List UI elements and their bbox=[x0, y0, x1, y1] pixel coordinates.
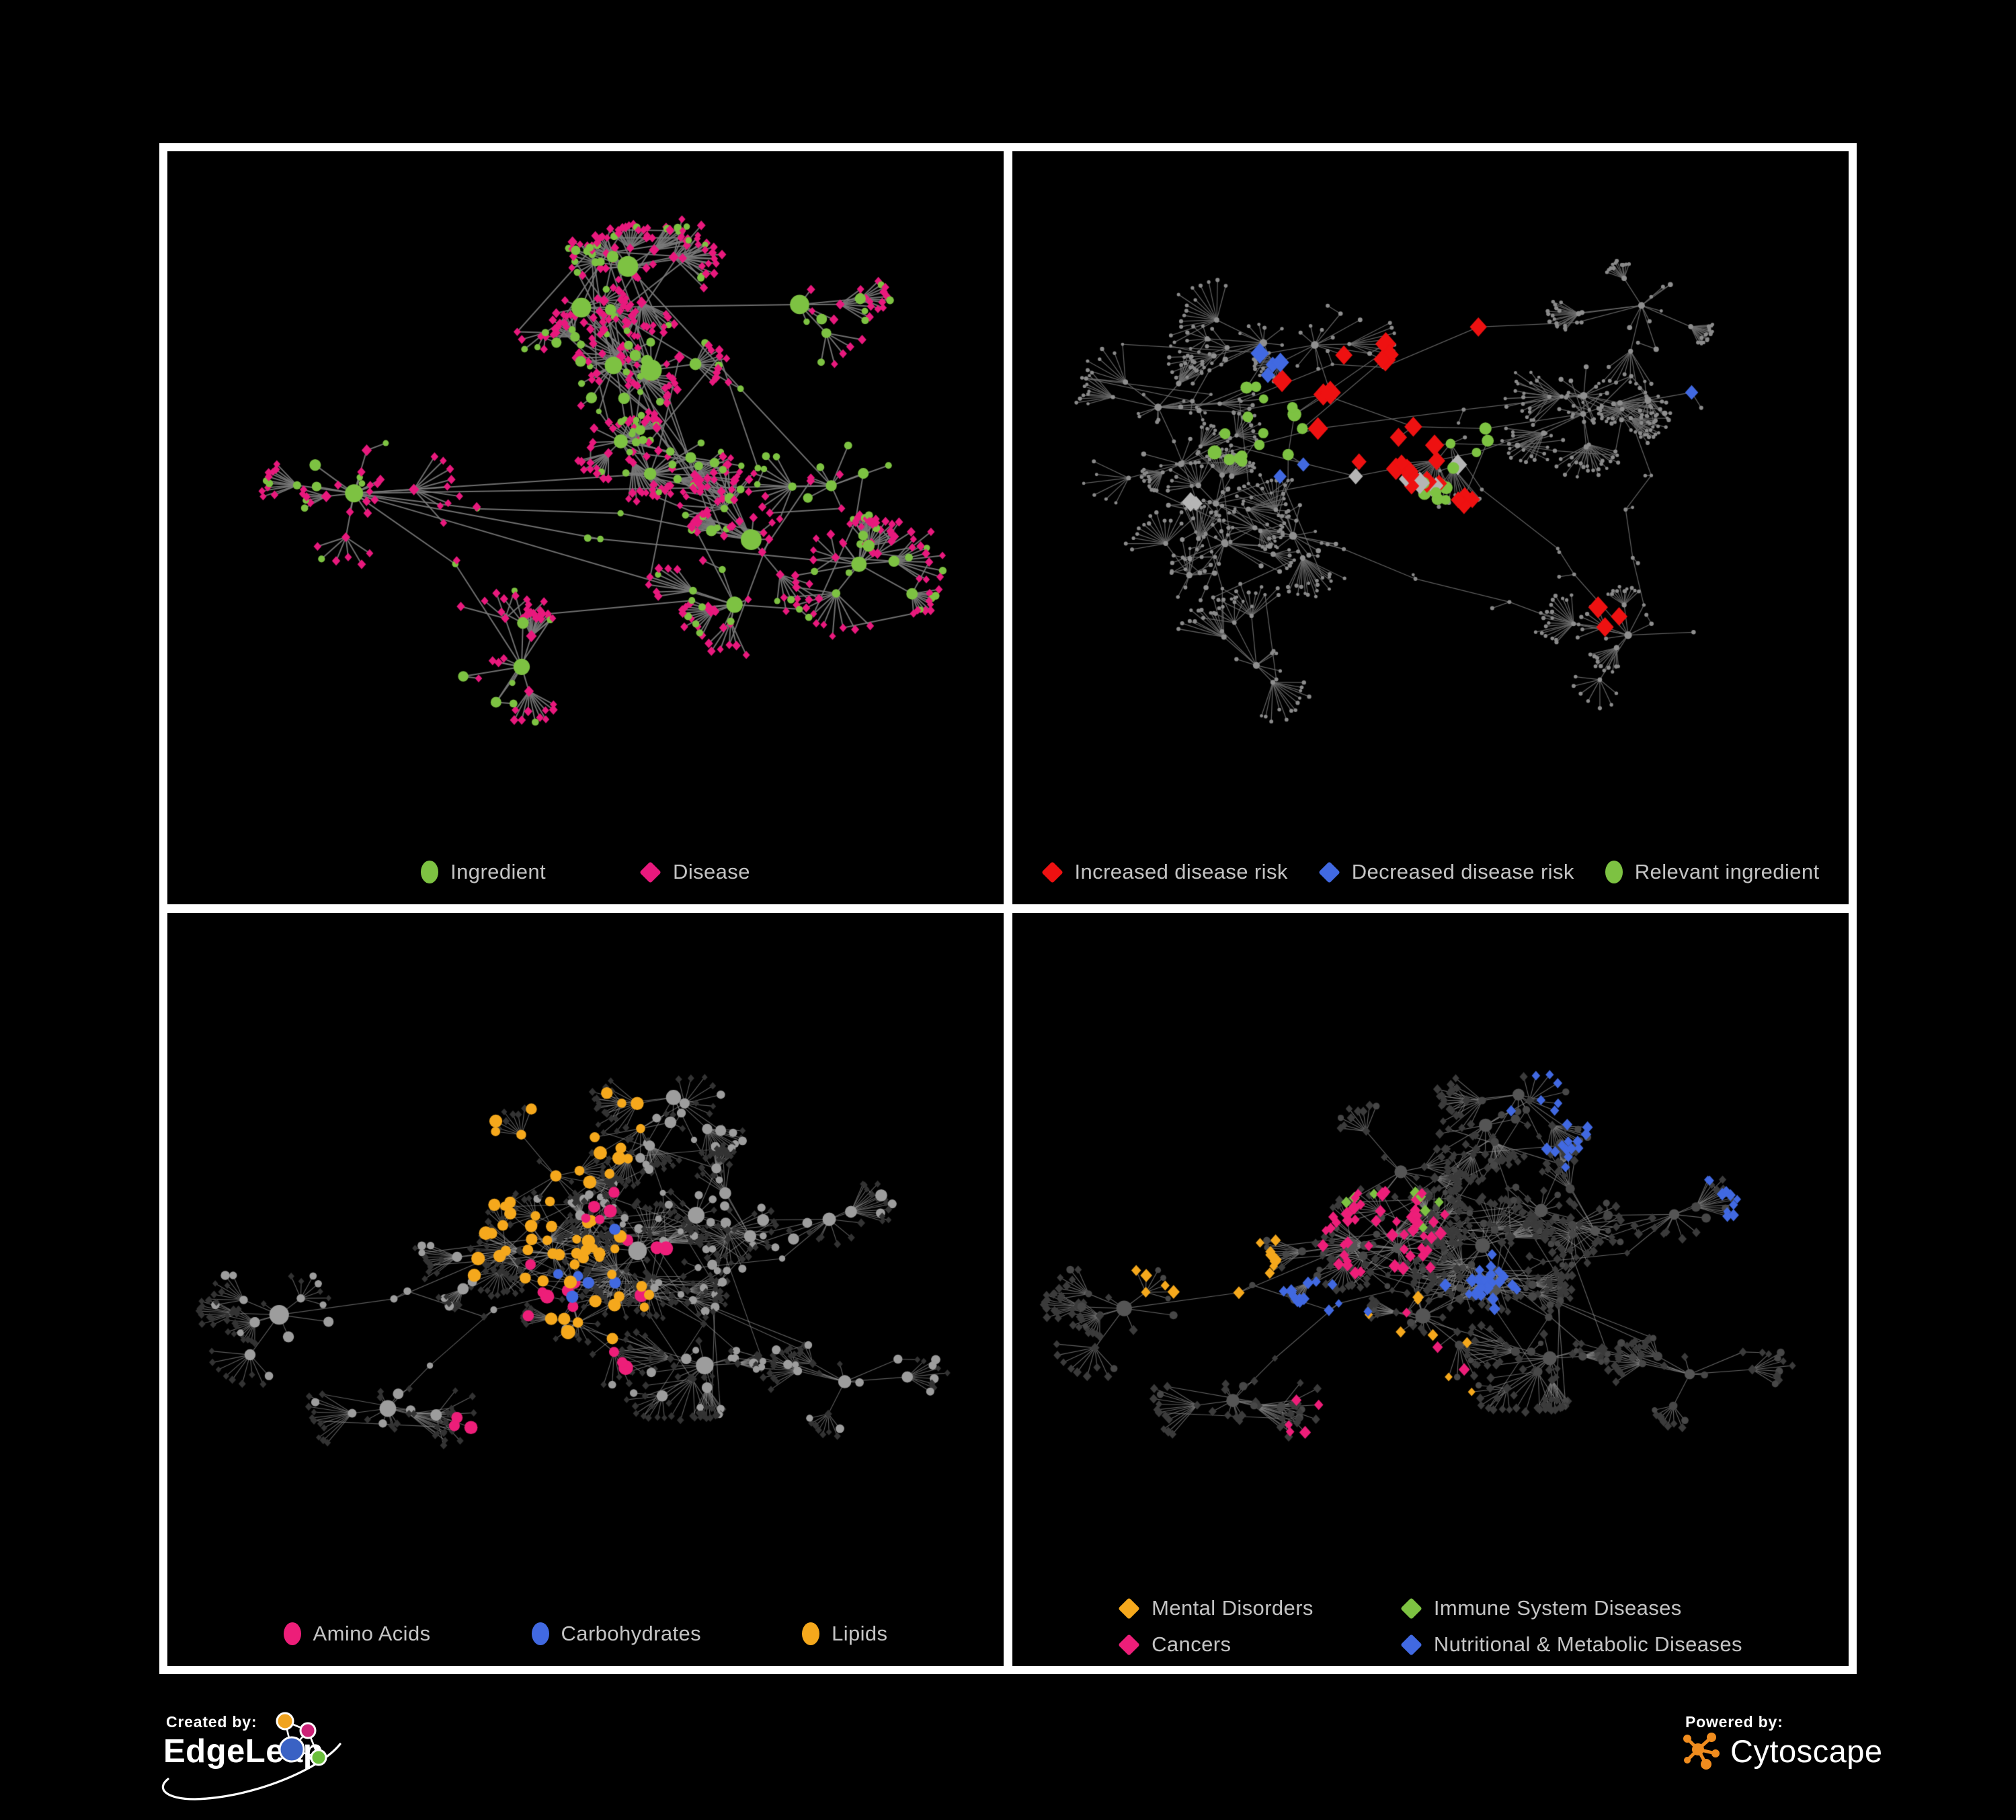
powered-by-label: Powered by: bbox=[1685, 1713, 1783, 1731]
panel-ingredient-disease: Ingredient Disease bbox=[167, 151, 1004, 904]
legend-item: Carbohydrates bbox=[531, 1622, 702, 1646]
legend-label: Cancers bbox=[1152, 1632, 1232, 1656]
panel-disease-categories: Mental Disorders Immune System Diseases Ca… bbox=[1012, 913, 1849, 1666]
circle-swatch-icon bbox=[283, 1622, 301, 1645]
legend-label: Relevant ingredient bbox=[1634, 860, 1820, 883]
diamond-swatch-icon bbox=[1400, 1633, 1422, 1656]
legend-item: Amino Acids bbox=[283, 1622, 431, 1646]
legend-label: Disease bbox=[673, 860, 750, 883]
circle-swatch-icon bbox=[1605, 861, 1623, 883]
diamond-swatch-icon bbox=[639, 861, 661, 883]
legend-item: Increased disease risk bbox=[1041, 860, 1288, 884]
panel-disease-risk: Increased disease risk Decreased disease … bbox=[1012, 151, 1849, 904]
diamond-swatch-icon bbox=[1118, 1597, 1140, 1620]
legend-ingredient-disease: Ingredient Disease bbox=[167, 860, 1004, 884]
network-graph-nutrients bbox=[167, 913, 1004, 1591]
circle-swatch-icon bbox=[421, 861, 439, 883]
legend-item: Cancers bbox=[1118, 1632, 1314, 1657]
diamond-swatch-icon bbox=[1400, 1597, 1422, 1620]
legend-item: Decreased disease risk bbox=[1318, 860, 1574, 884]
cytoscape-icon bbox=[1683, 1733, 1720, 1770]
legend-label: Increased disease risk bbox=[1074, 860, 1288, 883]
network-graph-disease-categories bbox=[1012, 913, 1849, 1580]
cytoscape-wordmark: Cytoscape bbox=[1730, 1733, 1883, 1769]
circle-swatch-icon bbox=[531, 1622, 549, 1645]
legend-label: Ingredient bbox=[450, 860, 547, 883]
legend-item: Relevant ingredient bbox=[1605, 860, 1820, 884]
legend-label: Lipids bbox=[832, 1622, 888, 1645]
legend-label: Amino Acids bbox=[313, 1622, 431, 1645]
panel-nutrients: Amino Acids Carbohydrates Lipids bbox=[167, 913, 1004, 1666]
edgeleap-network-icon bbox=[276, 1712, 327, 1766]
created-by-label: Created by: bbox=[166, 1713, 257, 1731]
legend-label: Decreased disease risk bbox=[1351, 860, 1574, 883]
legend-label: Carbohydrates bbox=[561, 1622, 702, 1645]
legend-item: Immune System Diseases bbox=[1400, 1596, 1742, 1620]
legend-disease-categories: Mental Disorders Immune System Diseases Ca… bbox=[1012, 1596, 1849, 1657]
legend-item: Lipids bbox=[802, 1622, 887, 1646]
legend-label: Immune System Diseases bbox=[1433, 1596, 1682, 1620]
network-graph-ingredient-disease bbox=[167, 151, 1004, 829]
legend-item: Disease bbox=[639, 860, 750, 884]
diamond-swatch-icon bbox=[1041, 861, 1063, 883]
diamond-swatch-icon bbox=[1318, 861, 1340, 883]
legend-label: Nutritional & Metabolic Diseases bbox=[1433, 1632, 1742, 1656]
network-graph-disease-risk bbox=[1012, 151, 1849, 829]
legend-disease-risk: Increased disease risk Decreased disease … bbox=[1012, 860, 1849, 884]
diamond-swatch-icon bbox=[1118, 1633, 1140, 1656]
figure-grid: Ingredient Disease Increased disease risk… bbox=[159, 143, 1857, 1674]
legend-item: Nutritional & Metabolic Diseases bbox=[1400, 1632, 1742, 1657]
legend-item: Ingredient bbox=[421, 860, 546, 884]
legend-item: Mental Disorders bbox=[1118, 1596, 1314, 1620]
circle-swatch-icon bbox=[802, 1622, 820, 1645]
legend-nutrients: Amino Acids Carbohydrates Lipids bbox=[167, 1622, 1004, 1646]
legend-label: Mental Disorders bbox=[1152, 1596, 1314, 1620]
